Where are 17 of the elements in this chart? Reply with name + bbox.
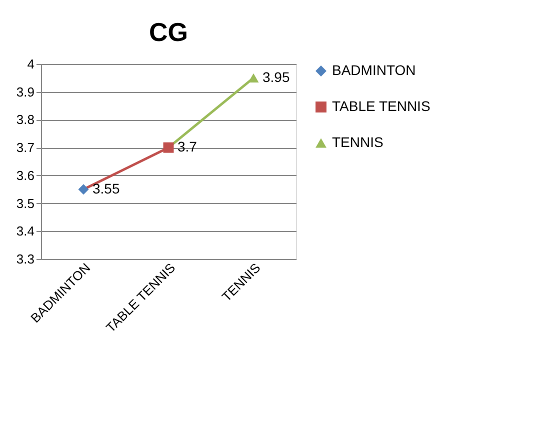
- y-tick-label: 3.9: [16, 84, 34, 100]
- data-label: 3.95: [262, 68, 290, 85]
- data-label: 3.7: [178, 138, 198, 155]
- data-label: 3.55: [92, 180, 120, 196]
- y-tick-label: 3.4: [16, 224, 34, 239]
- y-tick-label: 3.3: [16, 252, 34, 266]
- legend-label: TABLE TENNIS: [332, 98, 430, 114]
- legend-label: TENNIS: [332, 134, 384, 150]
- point: [78, 184, 89, 195]
- y-tick-label: 3.8: [16, 112, 34, 128]
- legend-label: BADMINTON: [332, 62, 416, 78]
- y-tick-label: 4: [27, 56, 34, 72]
- chart-title: CG: [149, 17, 188, 47]
- y-tick-label: 3.6: [16, 168, 34, 183]
- y-tick-label: 3.5: [16, 196, 34, 211]
- y-tick-label: 3.7: [16, 140, 34, 156]
- point: [163, 142, 174, 153]
